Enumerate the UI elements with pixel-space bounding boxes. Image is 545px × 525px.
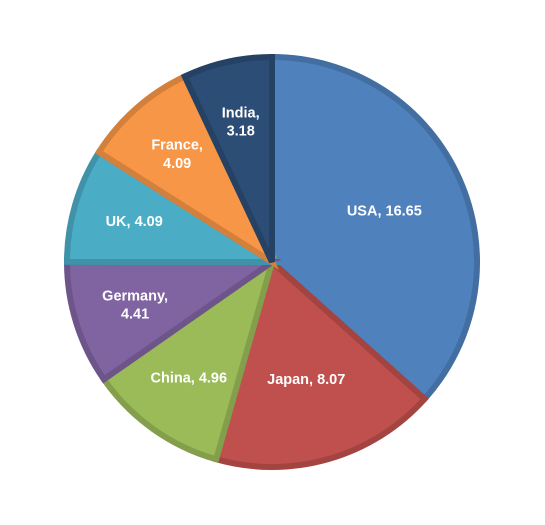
pie-slice — [63, 258, 282, 384]
pie-slice — [63, 147, 283, 266]
label-line: 4.41 — [121, 306, 149, 322]
pie-slice — [269, 53, 480, 404]
pie-slice — [99, 254, 278, 463]
data-label: Germany, 4.41 — [102, 288, 168, 322]
data-label: China, 4.96 — [150, 371, 227, 387]
pie-slice — [212, 256, 429, 470]
label-line: 4.09 — [163, 156, 191, 172]
data-label: UK, 4.09 — [106, 214, 163, 230]
data-label: USA, 16.65 — [347, 204, 422, 220]
data-label: Japan, 8.07 — [267, 372, 345, 388]
data-label: India, 3.18 — [222, 105, 260, 139]
label-line: 3.18 — [227, 123, 255, 139]
label-line: France, — [151, 137, 203, 153]
pie-slice — [94, 72, 280, 271]
pie-slice — [180, 53, 275, 264]
data-label: France, 4.09 — [151, 137, 203, 171]
label-line: Germany, — [102, 288, 168, 304]
label-line: India, — [222, 105, 260, 121]
